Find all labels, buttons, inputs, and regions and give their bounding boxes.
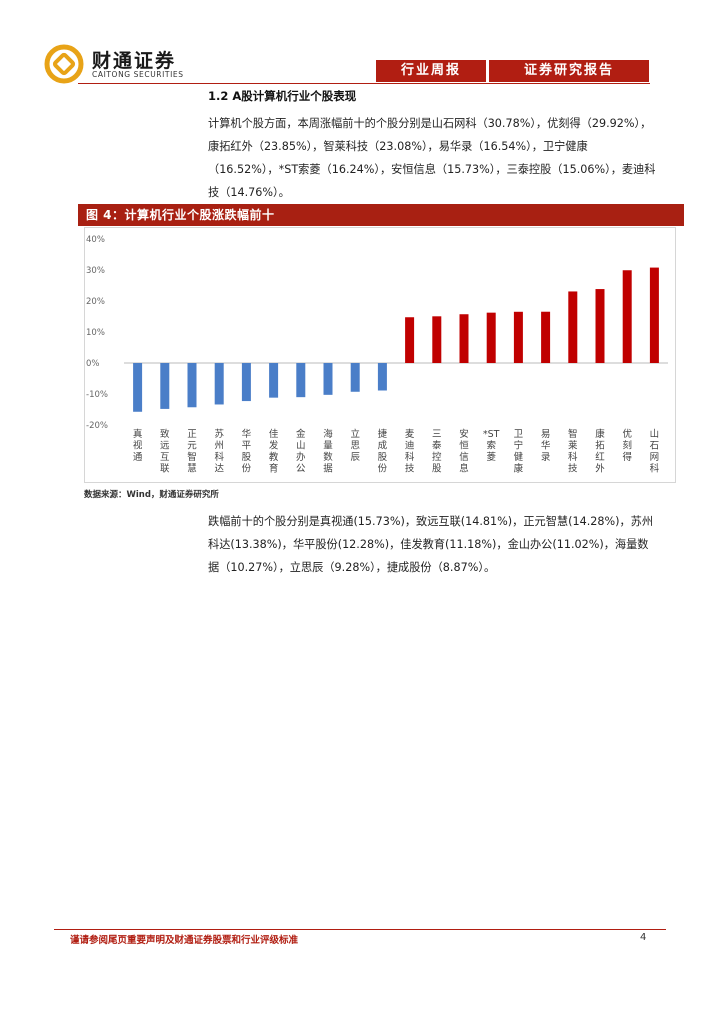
y-tick-label: 20% — [86, 297, 105, 307]
header-tag-weekly: 行业周报 — [376, 60, 486, 82]
page-number: 4 — [640, 932, 647, 943]
category-label: 优刻得 — [622, 428, 632, 463]
company-logo: 财通证券 CAITONG SECURITIES — [44, 44, 224, 86]
y-tick-label: -10% — [86, 390, 108, 400]
y-tick-label: 30% — [86, 266, 105, 276]
category-label: 安恒信息 — [459, 428, 469, 475]
section-title: 1.2 A股计算机行业个股表现 — [208, 89, 357, 103]
category-label: *ST 索菱 — [483, 429, 500, 463]
bar — [187, 363, 197, 408]
category-label: 康拓红外 — [595, 428, 605, 475]
header-tag-report: 证券研究报告 — [489, 60, 649, 82]
logo-coin-icon — [44, 44, 84, 84]
y-tick-label: 0% — [86, 359, 100, 369]
category-label: 山石网科 — [650, 429, 660, 475]
bar — [214, 363, 224, 405]
figure-source: 数据来源：Wind，财通证券研究所 — [84, 490, 219, 500]
paragraph-losers: 跌幅前十的个股分别是真视通(15.73%)，致远互联(14.81%)，正元智慧(… — [208, 515, 654, 574]
bar — [296, 363, 306, 398]
category-label: 三泰控股 — [432, 429, 442, 475]
footer-disclaimer: 谨请参阅尾页重要声明及财通证券股票和行业评级标准 — [70, 935, 299, 946]
category-label: 卫宁健康 — [514, 429, 524, 475]
bar — [622, 270, 632, 363]
figure-title: 图 4：计算机行业个股涨跌幅前十 — [86, 208, 275, 222]
category-label: 华平股份 — [242, 428, 252, 475]
category-label: 麦迪科技 — [405, 428, 415, 475]
header-divider — [78, 83, 650, 84]
bar — [541, 311, 551, 363]
y-tick-label: 40% — [86, 235, 105, 245]
bar — [432, 316, 442, 363]
category-label: 真视通 — [133, 428, 143, 463]
y-tick-label: -20% — [86, 421, 108, 431]
bar — [459, 314, 469, 363]
chart-frame — [84, 227, 676, 483]
category-label: 佳发教育 — [269, 428, 279, 475]
y-tick-label: 10% — [86, 328, 105, 338]
bar — [595, 289, 605, 363]
bar — [486, 312, 496, 363]
footer-divider — [54, 929, 666, 930]
bar — [269, 363, 279, 398]
bar — [133, 363, 143, 412]
category-label: 苏州科达 — [214, 428, 224, 475]
paragraph-gainers: 计算机个股方面，本周涨幅前十的个股分别是山石网科（30.78%），优刻得（29.… — [208, 117, 656, 199]
category-label: 金山办公 — [296, 428, 306, 475]
category-label: 正元智慧 — [187, 429, 197, 475]
bar-chart: 40% 30% 20% 10% 0% -10% -20% 真视通 致远互联 正元智慧 苏州科达 华平股… — [86, 235, 668, 475]
figure-title-bar: 图 4：计算机行业个股涨跌幅前十 — [78, 204, 684, 226]
bar — [649, 267, 659, 363]
bar — [513, 311, 523, 363]
category-label: 捷成股份 — [378, 428, 388, 475]
bar — [405, 317, 415, 363]
bar — [377, 363, 387, 391]
bar — [160, 363, 170, 409]
bar — [350, 363, 360, 392]
category-label: 智莱科技 — [568, 428, 578, 475]
logo-subtitle: CAITONG SECURITIES — [92, 70, 184, 79]
bar — [241, 363, 251, 402]
category-label: 海量数据 — [323, 428, 333, 475]
category-label: 致远互联 — [160, 428, 170, 475]
category-label: 立思辰 — [350, 428, 360, 463]
logo-name: 财通证券 — [92, 50, 177, 72]
bar — [323, 363, 333, 395]
category-label: 易华录 — [541, 429, 551, 463]
bar — [568, 291, 578, 363]
